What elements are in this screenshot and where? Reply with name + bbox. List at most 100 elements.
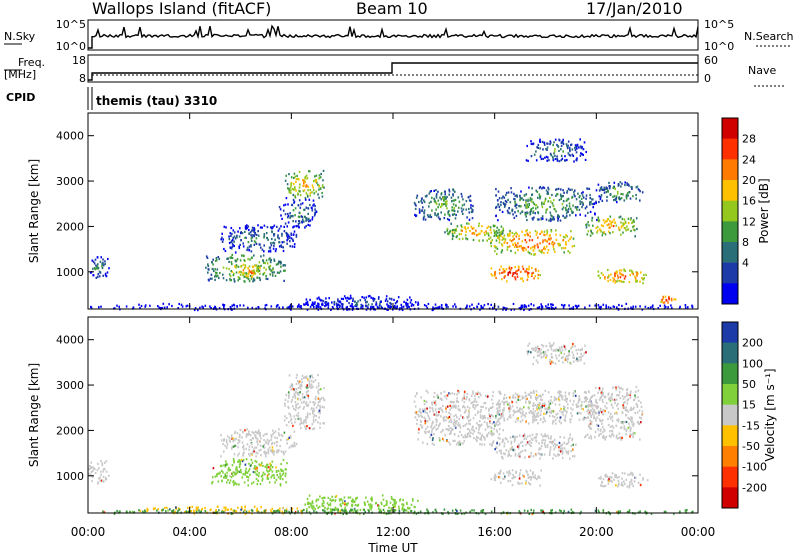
velocity-cell (339, 503, 342, 506)
velocity-cell (475, 392, 477, 395)
velocity-cell (531, 438, 534, 442)
velocity-cell (474, 407, 476, 410)
velocity-cell (260, 437, 262, 440)
power-cell (282, 306, 284, 309)
power-cell (231, 239, 233, 242)
power-cell (605, 186, 608, 189)
velocity-cell (317, 401, 320, 404)
velocity-cell (377, 507, 380, 510)
velocity-cell (552, 410, 554, 413)
velocity-cell (472, 429, 475, 432)
velocity-cell (633, 480, 636, 483)
power-cell (472, 204, 474, 208)
velocity-cell (382, 498, 385, 501)
power-cell (362, 304, 364, 308)
velocity-cell (494, 448, 496, 451)
power-cell (630, 306, 632, 309)
power-cell (283, 279, 285, 282)
velocity-cell (476, 392, 479, 395)
power-cell (233, 240, 235, 243)
power-cell (609, 232, 611, 235)
velocity-cell (598, 413, 600, 416)
power-cell (609, 193, 612, 196)
power-cell (437, 206, 439, 209)
power-cell (558, 198, 561, 202)
power-cell (546, 146, 549, 149)
power-cell (269, 264, 272, 268)
power-cell (560, 154, 563, 157)
velocity-cell (631, 482, 633, 485)
velocity-cell (460, 433, 463, 437)
velocity-cell (487, 426, 489, 429)
velocity-cell (430, 433, 433, 436)
power-cell (235, 260, 237, 263)
power-cell (288, 187, 290, 190)
velocity-cell (417, 431, 420, 434)
power-cell (285, 197, 288, 200)
power-cell (549, 238, 551, 241)
velocity-cell (574, 394, 577, 397)
velocity-cell (228, 466, 230, 470)
velocity-cell (607, 423, 610, 426)
velocity-cell (89, 465, 91, 468)
power-cell (556, 155, 558, 158)
velocity-cell (375, 501, 378, 505)
velocity-cell (525, 398, 527, 401)
power-cell (318, 188, 320, 191)
velocity-cell (287, 438, 290, 441)
power-cell (588, 224, 590, 227)
velocity-cell (295, 406, 297, 409)
velocity-cell (234, 431, 236, 435)
velocity-cell (593, 417, 595, 420)
velocity-cell (552, 361, 554, 364)
velocity-cell (532, 347, 535, 350)
power-cell (566, 191, 568, 194)
power-cell (221, 240, 224, 243)
power-cell (364, 299, 366, 302)
power-cell (502, 308, 504, 311)
velocity-cell (314, 395, 317, 399)
velocity-cell (567, 438, 570, 441)
velocity-cell (617, 437, 619, 440)
power-cell (509, 229, 511, 232)
velocity-cell (323, 399, 326, 402)
power-cell (613, 195, 616, 198)
velocity-cell (590, 423, 593, 426)
velocity-cell (506, 403, 509, 406)
velocity-cell (266, 432, 268, 435)
velocity-cell (323, 422, 326, 425)
velocity-cell (312, 420, 315, 423)
velocity-cell (251, 452, 254, 455)
power-cell (684, 304, 687, 307)
power-cell (582, 202, 584, 205)
velocity-cell (525, 412, 527, 415)
velocity-cell (294, 401, 297, 404)
power-cell (354, 300, 356, 303)
velocity-cell (560, 345, 563, 349)
power-cell (388, 305, 391, 308)
velocity-cell (236, 471, 238, 474)
velocity-cell (108, 474, 110, 477)
power-cell (514, 276, 516, 279)
power-cell (618, 226, 620, 229)
power-cell (509, 201, 512, 204)
velocity-cell (260, 448, 262, 451)
velocity-cell (514, 392, 517, 395)
velocity-cell (559, 348, 561, 351)
velocity-cell (237, 442, 239, 445)
power-cell (546, 192, 548, 195)
velocity-cell (356, 504, 358, 507)
velocity-cell (417, 414, 420, 417)
power-cell (314, 301, 316, 304)
power-cell (501, 244, 504, 247)
power-cell (207, 271, 209, 274)
power-cell (228, 241, 231, 245)
velocity-cell (563, 447, 566, 450)
power-cell (162, 302, 165, 305)
power-cell (441, 306, 443, 309)
power-cell (526, 203, 528, 206)
power-cell (537, 269, 540, 273)
velocity-cell (471, 425, 474, 428)
velocity-cell (289, 434, 292, 438)
velocity-cell (563, 345, 566, 348)
